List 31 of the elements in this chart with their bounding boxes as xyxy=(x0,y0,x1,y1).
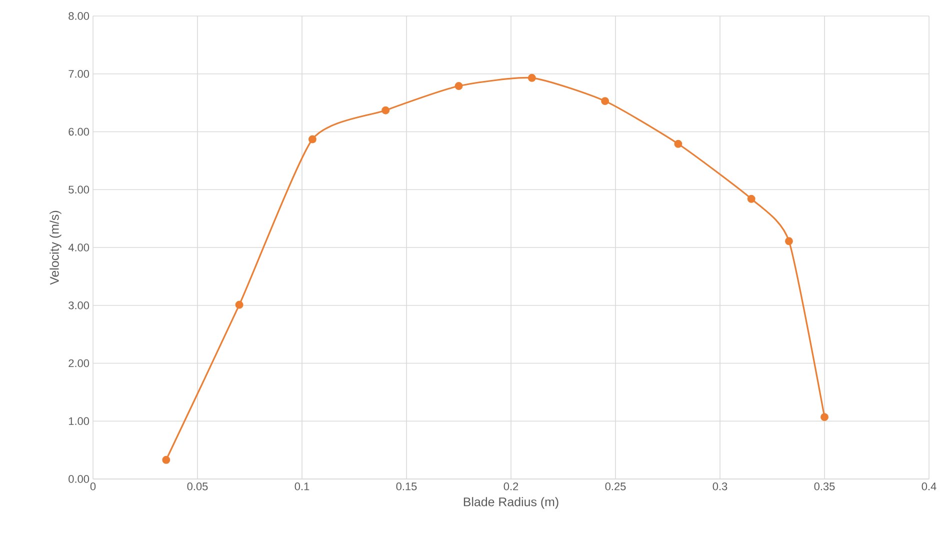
point xyxy=(528,74,536,82)
y-tick-label: 3.00 xyxy=(68,302,90,310)
point xyxy=(382,106,390,114)
y-tick-label: 8.00 xyxy=(68,12,90,20)
point xyxy=(454,82,463,90)
point xyxy=(674,140,682,148)
point xyxy=(162,456,170,464)
y-tick-label: 1.00 xyxy=(68,417,90,426)
x-tick-label: 0.35 xyxy=(814,482,835,490)
x-axis-title: Blade Radius (m) xyxy=(464,497,558,509)
y-axis-title: Velocity (m/s) xyxy=(50,210,62,285)
x-tick-label: 0.2 xyxy=(504,482,518,490)
x-tick-label: 0.3 xyxy=(712,482,728,490)
x-tick-label: 0.15 xyxy=(396,482,417,490)
point xyxy=(820,413,828,422)
y-tick-label: 2.00 xyxy=(68,359,90,368)
point xyxy=(308,135,316,144)
x-tick-label: 0.25 xyxy=(605,482,626,490)
x-tick-label: 0 xyxy=(90,482,96,490)
y-tick-label: 0.00 xyxy=(68,475,90,483)
x-tick-label: 0.05 xyxy=(187,482,208,490)
point xyxy=(747,194,756,203)
x-tick-label: 0.1 xyxy=(294,482,310,490)
y-tick-label: 6.00 xyxy=(68,128,90,136)
y-tick-label: 4.00 xyxy=(68,244,90,252)
point xyxy=(601,97,610,106)
point xyxy=(235,300,244,309)
y-tick-label: 7.00 xyxy=(68,70,90,78)
x-tick-label: 0.4 xyxy=(922,482,936,490)
y-tick-label: 5.00 xyxy=(68,186,90,194)
point xyxy=(784,237,793,246)
